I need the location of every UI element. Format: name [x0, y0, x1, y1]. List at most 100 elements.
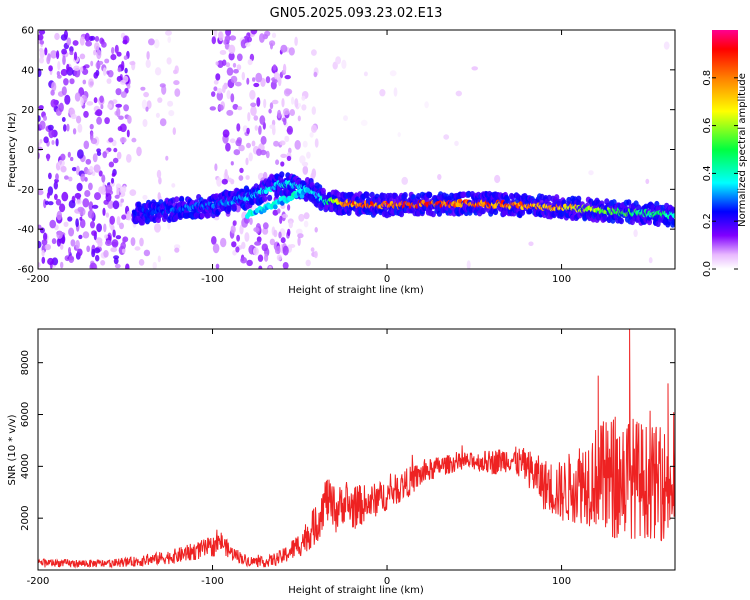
spectrogram-speckle: [253, 115, 259, 121]
ridge-halo: [402, 192, 408, 199]
spectrogram-speckle: [455, 90, 462, 97]
ridge-halo: [427, 191, 433, 199]
spectrogram-speckle: [291, 96, 295, 105]
spectrogram-speckle: [393, 87, 398, 97]
spectrogram-speckle: [94, 192, 101, 201]
spectrogram-speckle: [86, 101, 94, 106]
spectrogram-speckle: [60, 244, 64, 250]
spectrogram-speckle: [79, 216, 83, 221]
spectrogram-speckle: [97, 240, 103, 248]
ridge-branch: [305, 187, 310, 193]
spectrogram-speckle: [254, 125, 258, 131]
spectrogram-speckle: [77, 123, 83, 133]
spectrogram-speckle: [62, 55, 66, 66]
spectrogram-speckle: [241, 71, 245, 81]
spectrogram-speckle: [101, 41, 107, 48]
spectrogram-speckle: [64, 175, 69, 180]
ridge-halo: [262, 195, 268, 202]
spectrogram-speckle: [69, 51, 74, 56]
spectrogram-speckle: [99, 95, 104, 103]
spectrogram-speckle: [68, 247, 71, 255]
spectrogram-speckle: [75, 199, 82, 205]
spectrogram-speckle: [168, 110, 175, 117]
spectrogram-speckle: [61, 117, 66, 122]
spectrogram-speckle: [212, 243, 220, 254]
spectrogram-speckle: [102, 207, 106, 216]
spectrogram-speckle: [79, 218, 86, 229]
spectrogram-speckle: [88, 201, 94, 211]
spectrogram-speckle: [247, 59, 253, 66]
ridge-halo: [436, 210, 442, 217]
spectrogram-speckle: [104, 234, 109, 239]
spectrogram-speckle: [229, 138, 236, 144]
spectrogram-speckle: [114, 263, 121, 269]
spectrogram-speckle: [276, 254, 282, 261]
spectrogram-speckle: [124, 67, 128, 74]
spectrogram-speckle: [173, 69, 178, 75]
spectrogram-speckle: [112, 200, 120, 210]
spectrogram-speckle: [82, 231, 90, 239]
spectrogram-speckle: [155, 112, 160, 118]
spectrogram-speckle: [111, 239, 119, 248]
spectrogram-speckle: [126, 129, 130, 138]
spectrogram-speckle: [224, 169, 228, 177]
spectrogram-speckle: [280, 153, 287, 158]
spectrogram-speckle: [112, 229, 116, 238]
spectrogram-speckle: [286, 125, 293, 135]
spectrogram-speckle: [228, 52, 235, 61]
spectrogram-speckle: [129, 189, 137, 197]
spectrogram-speckle: [107, 200, 114, 209]
ridge-halo: [267, 194, 273, 202]
spectrogram-speckle: [93, 263, 98, 269]
spectrogram-speckle: [157, 192, 161, 201]
ridge-halo: [646, 218, 653, 226]
spectrogram-speckle: [222, 84, 226, 94]
spectrogram-speckle: [51, 140, 55, 145]
spectrogram-speckle: [116, 75, 123, 82]
spectrogram-speckle: [253, 247, 259, 256]
spectrogram-speckle: [299, 155, 306, 164]
ridge-halo: [231, 203, 237, 210]
ridge-halo: [326, 192, 332, 199]
spectrogram-speckle: [230, 75, 238, 84]
spectrogram-speckle: [110, 247, 118, 253]
spectrogram-speckle: [142, 194, 148, 200]
spectrogram-speckle: [229, 35, 237, 41]
spectrogram-speckle: [68, 176, 73, 182]
spectrogram-speckle: [102, 151, 107, 159]
snr-xtick-label: -100: [201, 576, 224, 587]
spectrogram-speckle: [302, 165, 309, 175]
spectrogram-speckle: [77, 206, 85, 213]
spectrogram-speckle: [167, 100, 174, 107]
spectrogram-speckle: [127, 115, 132, 124]
spectrogram-speckle: [105, 212, 110, 218]
ridge-halo: [519, 209, 526, 216]
spectrogram-speckle: [225, 30, 232, 37]
spectrogram-speckle: [213, 30, 218, 38]
ridge-core: [671, 213, 675, 219]
spectrogram-speckle: [93, 49, 97, 56]
ridge-halo: [205, 211, 212, 219]
spectrogram-speckle: [104, 58, 110, 64]
spectrogram-speckle: [297, 233, 304, 239]
spectrogram-speckle: [335, 56, 341, 65]
spectrogram-xtick-label: 100: [552, 274, 571, 285]
spectrogram-speckle: [61, 86, 67, 96]
spectrogram-speckle: [58, 159, 65, 167]
spectrogram-speckle: [80, 173, 86, 182]
spectrogram-speckle: [159, 118, 167, 127]
spectrogram-speckle: [277, 208, 281, 214]
spectrogram-speckle: [303, 212, 310, 220]
spectrogram-speckle: [154, 67, 162, 76]
spectrogram-speckle: [265, 150, 270, 159]
spectrogram-speckle: [47, 201, 54, 206]
spectrogram-speckle: [288, 220, 293, 229]
spectrogram-speckle: [235, 139, 242, 147]
spectrogram-speckle: [69, 46, 74, 53]
spectrogram-speckle: [122, 185, 127, 193]
spectrogram-speckle: [131, 137, 137, 143]
spectrogram-speckle: [236, 64, 242, 71]
spectrogram-speckle: [279, 140, 286, 146]
ridge-core: [263, 189, 269, 195]
spectrogram-speckle: [424, 101, 429, 109]
